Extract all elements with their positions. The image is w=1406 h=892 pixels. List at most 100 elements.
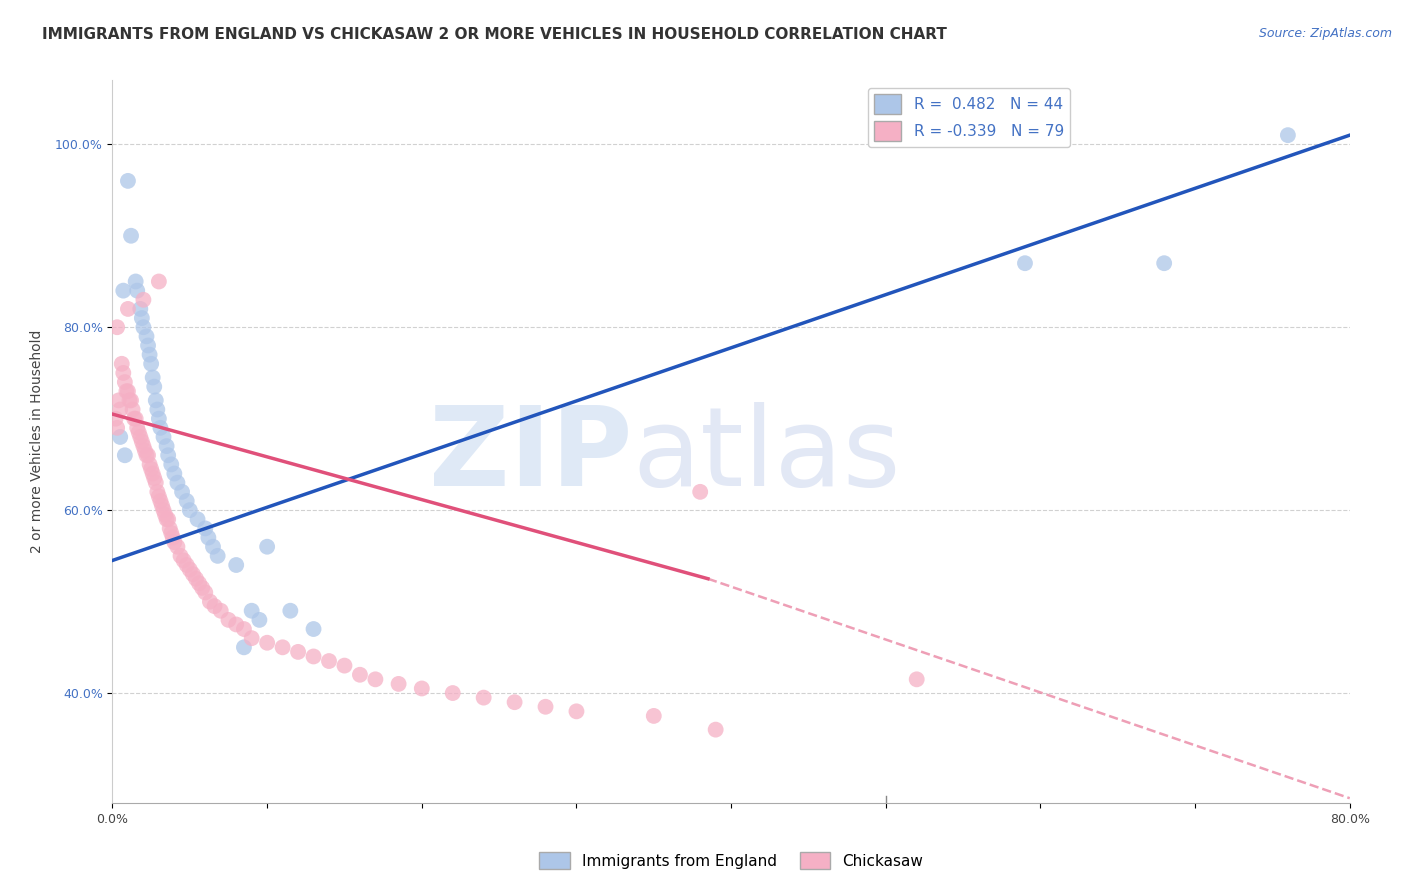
Point xyxy=(163,467,186,481)
Point xyxy=(138,348,160,362)
Point xyxy=(148,411,170,425)
Point xyxy=(149,494,172,508)
Point xyxy=(121,402,143,417)
Text: ZIP: ZIP xyxy=(429,402,633,509)
Point xyxy=(111,357,134,371)
Point xyxy=(278,604,302,618)
Point xyxy=(173,553,195,567)
Point xyxy=(141,462,163,476)
Point xyxy=(204,599,226,614)
Point xyxy=(138,458,160,472)
Point xyxy=(152,430,174,444)
Point xyxy=(112,284,135,298)
Point xyxy=(256,636,278,650)
Point xyxy=(135,329,157,343)
Point xyxy=(565,704,588,718)
Point xyxy=(129,430,152,444)
Point xyxy=(194,585,217,599)
Point xyxy=(104,411,127,425)
Point xyxy=(181,567,204,582)
Point xyxy=(122,411,145,425)
Y-axis label: 2 or more Vehicles in Household: 2 or more Vehicles in Household xyxy=(30,330,44,553)
Point xyxy=(145,475,167,490)
Point xyxy=(141,357,163,371)
Point xyxy=(411,681,433,696)
Point xyxy=(179,503,201,517)
Point xyxy=(134,443,156,458)
Point xyxy=(117,174,139,188)
Text: Source: ZipAtlas.com: Source: ZipAtlas.com xyxy=(1258,27,1392,40)
Point xyxy=(131,434,153,449)
Point xyxy=(176,558,198,572)
Point xyxy=(146,402,169,417)
Point xyxy=(143,379,166,393)
Point xyxy=(503,695,526,709)
Point xyxy=(905,673,928,687)
Point xyxy=(149,421,172,435)
Point xyxy=(127,421,149,435)
Point xyxy=(114,375,136,389)
Point xyxy=(114,448,136,462)
Point xyxy=(1153,256,1175,270)
Point xyxy=(112,366,135,380)
Point xyxy=(207,549,229,563)
Point xyxy=(136,338,159,352)
Point xyxy=(233,622,256,636)
Point xyxy=(240,604,263,618)
Point xyxy=(142,370,165,384)
Point xyxy=(110,430,132,444)
Point xyxy=(160,458,183,472)
Point xyxy=(166,540,188,554)
Point xyxy=(217,613,239,627)
Point xyxy=(107,393,129,408)
Point xyxy=(105,320,128,334)
Point xyxy=(143,471,166,485)
Text: IMMIGRANTS FROM ENGLAND VS CHICKASAW 2 OR MORE VEHICLES IN HOUSEHOLD CORRELATION: IMMIGRANTS FROM ENGLAND VS CHICKASAW 2 O… xyxy=(42,27,948,42)
Point xyxy=(132,320,155,334)
Point xyxy=(172,484,194,499)
Point xyxy=(155,512,177,526)
Point xyxy=(256,540,278,554)
Point xyxy=(197,531,219,545)
Point xyxy=(364,673,387,687)
Point xyxy=(240,631,263,645)
Point xyxy=(202,540,225,554)
Point xyxy=(115,384,138,399)
Point xyxy=(124,275,148,289)
Point xyxy=(162,531,184,545)
Point xyxy=(349,667,371,681)
Point xyxy=(148,490,170,504)
Legend: Immigrants from England, Chickasaw: Immigrants from England, Chickasaw xyxy=(533,846,929,875)
Point xyxy=(145,393,167,408)
Point xyxy=(132,439,155,453)
Point xyxy=(302,622,325,636)
Point xyxy=(643,709,665,723)
Point xyxy=(704,723,727,737)
Point xyxy=(534,699,557,714)
Point xyxy=(131,311,153,326)
Point xyxy=(157,448,180,462)
Point xyxy=(142,467,165,481)
Point xyxy=(163,535,186,549)
Point xyxy=(247,613,270,627)
Point xyxy=(153,508,176,522)
Point xyxy=(150,499,173,513)
Point xyxy=(176,494,198,508)
Point xyxy=(110,402,132,417)
Point xyxy=(198,594,221,608)
Legend: R =  0.482   N = 44, R = -0.339   N = 79: R = 0.482 N = 44, R = -0.339 N = 79 xyxy=(868,88,1070,147)
Point xyxy=(146,484,169,499)
Point xyxy=(388,677,411,691)
Point xyxy=(120,393,142,408)
Point xyxy=(1014,256,1036,270)
Point xyxy=(132,293,155,307)
Point xyxy=(152,503,174,517)
Point xyxy=(160,526,183,541)
Point xyxy=(441,686,464,700)
Point xyxy=(128,425,150,440)
Point xyxy=(271,640,294,655)
Point xyxy=(209,604,232,618)
Point xyxy=(118,393,141,408)
Text: atlas: atlas xyxy=(633,402,901,509)
Point xyxy=(233,640,256,655)
